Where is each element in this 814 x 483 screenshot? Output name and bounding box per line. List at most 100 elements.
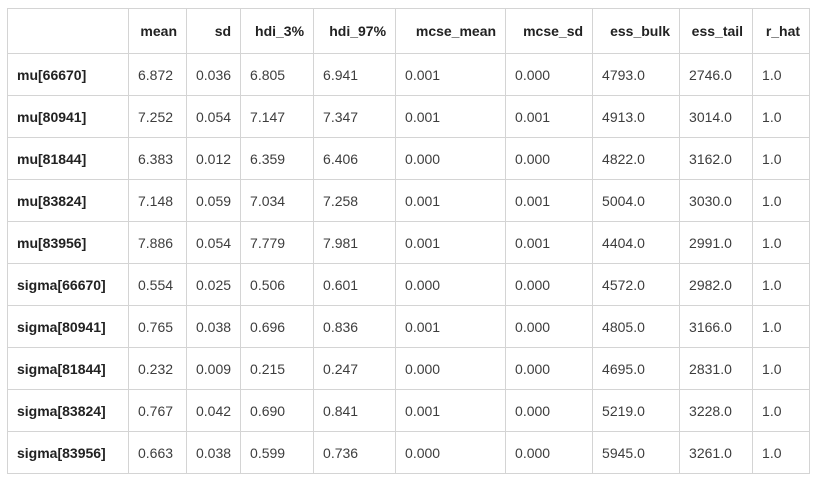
table-cell: 0.836 [313, 305, 397, 348]
table-cell: 0.038 [185, 305, 242, 348]
table-cell: 7.252 [128, 95, 187, 138]
table-row: mu[66670] 6.872 0.036 6.805 6.941 0.001 0.000 4… [7, 53, 811, 96]
table-row: mu[83824] 7.148 0.059 7.034 7.258 0.001 0.001 5… [7, 179, 811, 222]
table-row: sigma[83956] 0.663 0.038 0.599 0.736 0.000 0.0… [7, 431, 811, 474]
table-cell: 0.663 [128, 431, 187, 474]
table-cell: 0.001 [395, 389, 507, 432]
table-cell: 0.506 [240, 263, 315, 306]
table-cell: 5004.0 [592, 179, 681, 222]
row-index-cell: mu[83824] [7, 179, 129, 222]
table-cell: 4822.0 [592, 137, 681, 180]
column-header-mean: mean [128, 8, 187, 54]
row-index-cell: sigma[81844] [7, 347, 129, 390]
table-body: mu[66670] 6.872 0.036 6.805 6.941 0.001 0.000 4… [7, 53, 811, 474]
table-cell: 0.054 [185, 95, 242, 138]
row-index-cell: mu[81844] [7, 137, 129, 180]
column-header-ess-tail: ess_tail [679, 8, 754, 54]
table-cell: 0.001 [505, 95, 594, 138]
table-cell: 1.0 [752, 95, 811, 138]
table-row: sigma[66670] 0.554 0.025 0.506 0.601 0.000 0.0… [7, 263, 811, 306]
table-cell: 0.042 [185, 389, 242, 432]
table-cell: 7.779 [240, 221, 315, 264]
row-index-cell: sigma[83956] [7, 431, 129, 474]
table-cell: 1.0 [752, 53, 811, 96]
row-index-cell: sigma[83824] [7, 389, 129, 432]
header-row: mean sd hdi_3% hdi_97% mcse_mean mcse_sd ess_b… [7, 8, 811, 54]
table-cell: 6.941 [313, 53, 397, 96]
column-header-r-hat: r_hat [752, 8, 811, 54]
column-header-ess-bulk: ess_bulk [592, 8, 681, 54]
table-cell: 7.886 [128, 221, 187, 264]
table-cell: 0.000 [505, 53, 594, 96]
table-cell: 4404.0 [592, 221, 681, 264]
table-cell: 0.054 [185, 221, 242, 264]
table-cell: 0.001 [395, 53, 507, 96]
table-cell: 5219.0 [592, 389, 681, 432]
row-index-cell: sigma[80941] [7, 305, 129, 348]
table-cell: 0.012 [185, 137, 242, 180]
table-cell: 0.736 [313, 431, 397, 474]
table-cell: 5945.0 [592, 431, 681, 474]
table-cell: 1.0 [752, 137, 811, 180]
table-cell: 4793.0 [592, 53, 681, 96]
table-cell: 0.215 [240, 347, 315, 390]
row-index-cell: sigma[66670] [7, 263, 129, 306]
table-row: sigma[83824] 0.767 0.042 0.690 0.841 0.001 0.0… [7, 389, 811, 432]
table-cell: 0.000 [505, 347, 594, 390]
table-row: mu[83956] 7.886 0.054 7.779 7.981 0.001 0.001 4… [7, 221, 811, 264]
table-cell: 6.872 [128, 53, 187, 96]
table-cell: 0.025 [185, 263, 242, 306]
table-row: mu[81844] 6.383 0.012 6.359 6.406 0.000 0.000 4… [7, 137, 811, 180]
table-cell: 1.0 [752, 347, 811, 390]
table-cell: 0.000 [505, 389, 594, 432]
table-cell: 0.767 [128, 389, 187, 432]
index-header-cell [7, 8, 129, 54]
table-cell: 7.147 [240, 95, 315, 138]
table-cell: 0.690 [240, 389, 315, 432]
table-cell: 1.0 [752, 179, 811, 222]
table-cell: 0.001 [395, 305, 507, 348]
table-row: sigma[80941] 0.765 0.038 0.696 0.836 0.001 0.0… [7, 305, 811, 348]
table-cell: 0.000 [505, 137, 594, 180]
table-cell: 0.000 [395, 431, 507, 474]
table-cell: 3228.0 [679, 389, 754, 432]
table-cell: 0.601 [313, 263, 397, 306]
table-cell: 6.383 [128, 137, 187, 180]
table-cell: 0.000 [505, 263, 594, 306]
table-cell: 4805.0 [592, 305, 681, 348]
summary-stats-table: mean sd hdi_3% hdi_97% mcse_mean mcse_sd ess_b… [7, 8, 811, 474]
table-cell: 3166.0 [679, 305, 754, 348]
table-cell: 3261.0 [679, 431, 754, 474]
table-cell: 0.000 [395, 137, 507, 180]
column-header-mcse-sd: mcse_sd [505, 8, 594, 54]
table-cell: 0.000 [505, 431, 594, 474]
table-cell: 1.0 [752, 389, 811, 432]
column-header-sd: sd [185, 8, 242, 54]
table-cell: 3014.0 [679, 95, 754, 138]
table-cell: 0.009 [185, 347, 242, 390]
table-cell: 1.0 [752, 221, 811, 264]
table-cell: 0.001 [505, 221, 594, 264]
table-cell: 0.000 [395, 347, 507, 390]
table-cell: 1.0 [752, 305, 811, 348]
table-cell: 0.001 [395, 179, 507, 222]
table-cell: 0.696 [240, 305, 315, 348]
table-cell: 4572.0 [592, 263, 681, 306]
table-cell: 1.0 [752, 431, 811, 474]
row-index-cell: mu[83956] [7, 221, 129, 264]
table-cell: 0.765 [128, 305, 187, 348]
table-cell: 4913.0 [592, 95, 681, 138]
table-cell: 0.599 [240, 431, 315, 474]
column-header-hdi-3-: hdi_3% [240, 8, 315, 54]
table-cell: 2831.0 [679, 347, 754, 390]
row-index-cell: mu[66670] [7, 53, 129, 96]
table-cell: 0.038 [185, 431, 242, 474]
table-cell: 7.347 [313, 95, 397, 138]
table-cell: 0.554 [128, 263, 187, 306]
table-cell: 0.001 [395, 95, 507, 138]
table-header: mean sd hdi_3% hdi_97% mcse_mean mcse_sd ess_b… [7, 8, 811, 54]
table-cell: 7.034 [240, 179, 315, 222]
table-cell: 0.232 [128, 347, 187, 390]
table-cell: 3030.0 [679, 179, 754, 222]
table-cell: 6.406 [313, 137, 397, 180]
